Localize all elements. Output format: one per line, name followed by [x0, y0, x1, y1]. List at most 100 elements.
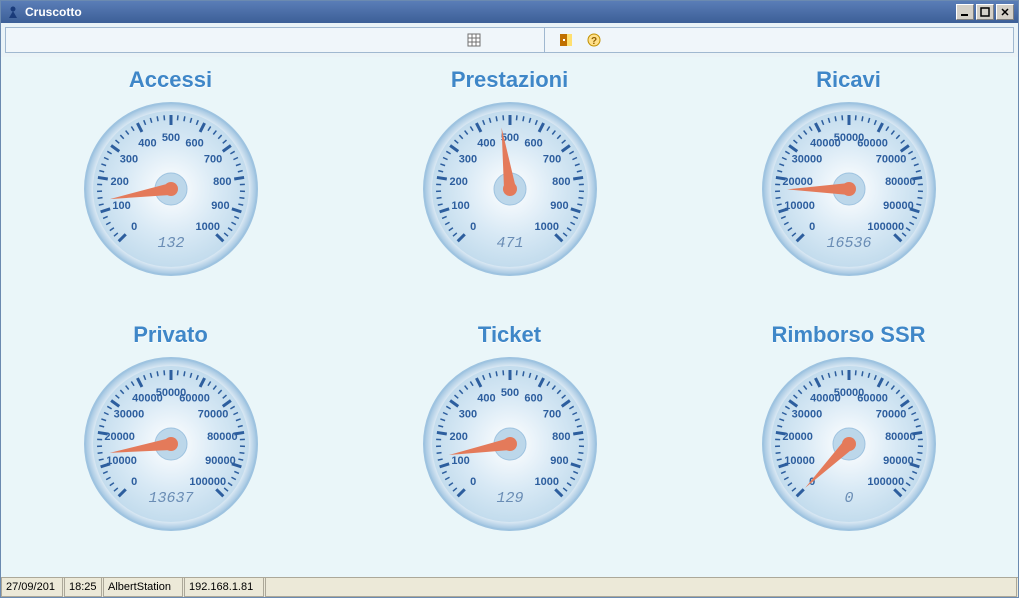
svg-text:700: 700 — [542, 153, 560, 165]
svg-text:400: 400 — [477, 393, 495, 405]
svg-text:100000: 100000 — [189, 476, 226, 488]
svg-text:100000: 100000 — [867, 476, 904, 488]
gauge-title: Rimborso SSR — [771, 322, 925, 348]
svg-text:20000: 20000 — [104, 431, 135, 443]
gauge-dial: 01002003004005006007008009001000471 — [420, 99, 600, 279]
gauge-value: 471 — [496, 235, 523, 252]
svg-text:500: 500 — [500, 387, 518, 399]
close-button[interactable] — [996, 4, 1014, 20]
svg-text:90000: 90000 — [883, 455, 914, 467]
toolbar: ? — [5, 27, 1014, 53]
svg-text:0: 0 — [470, 476, 476, 488]
svg-text:900: 900 — [550, 455, 568, 467]
gauge-value: 13637 — [148, 490, 193, 507]
svg-text:800: 800 — [552, 176, 570, 188]
help-icon[interactable]: ? — [584, 30, 604, 50]
gauge-title: Ricavi — [816, 67, 881, 93]
gauge-dial: 0100002000030000400005000060000700008000… — [759, 354, 939, 534]
svg-text:0: 0 — [809, 221, 815, 233]
svg-text:0: 0 — [131, 221, 137, 233]
svg-text:80000: 80000 — [207, 431, 238, 443]
gauge-value: 132 — [157, 235, 184, 252]
gauge-dial: 0100002000030000400005000060000700008000… — [759, 99, 939, 279]
gauge-ricavi: Ricavi0100002000030000400005000060000700… — [699, 67, 998, 312]
svg-text:400: 400 — [138, 138, 156, 150]
svg-text:10000: 10000 — [784, 455, 815, 467]
status-host: AlbertStation — [103, 578, 183, 597]
svg-text:100: 100 — [451, 455, 469, 467]
svg-text:30000: 30000 — [791, 408, 822, 420]
toolbar-segment-1 — [405, 28, 545, 52]
gauge-privato: Privato010000200003000040000500006000070… — [21, 322, 320, 567]
svg-text:300: 300 — [119, 153, 137, 165]
svg-text:30000: 30000 — [113, 408, 144, 420]
svg-text:1000: 1000 — [534, 476, 558, 488]
svg-text:10000: 10000 — [784, 200, 815, 212]
svg-text:100: 100 — [112, 200, 130, 212]
svg-text:600: 600 — [524, 393, 542, 405]
grid-icon[interactable] — [464, 30, 484, 50]
svg-text:80000: 80000 — [885, 431, 916, 443]
app-window: Cruscotto — [0, 0, 1019, 598]
dashboard-grid: Accessi010020030040050060070080090010001… — [1, 57, 1018, 577]
statusbar: 27/09/201 18:25 AlbertStation 192.168.1.… — [1, 577, 1018, 597]
svg-text:400: 400 — [477, 138, 495, 150]
svg-text:?: ? — [590, 36, 596, 47]
toolbar-segment-2: ? — [545, 28, 615, 52]
svg-text:100: 100 — [451, 200, 469, 212]
svg-text:0: 0 — [131, 476, 137, 488]
status-spacer — [265, 578, 1017, 597]
svg-text:80000: 80000 — [885, 176, 916, 188]
svg-text:700: 700 — [203, 153, 221, 165]
gauge-value: 16536 — [826, 235, 871, 252]
svg-text:1000: 1000 — [195, 221, 219, 233]
status-time: 18:25 — [64, 578, 102, 597]
svg-text:0: 0 — [470, 221, 476, 233]
gauge-value: 0 — [844, 490, 853, 507]
gauge-title: Ticket — [478, 322, 541, 348]
svg-text:30000: 30000 — [791, 153, 822, 165]
svg-text:20000: 20000 — [782, 431, 813, 443]
svg-text:200: 200 — [110, 176, 128, 188]
svg-text:800: 800 — [213, 176, 231, 188]
titlebar: Cruscotto — [1, 1, 1018, 23]
window-buttons — [956, 4, 1014, 20]
svg-text:60000: 60000 — [857, 138, 888, 150]
svg-text:70000: 70000 — [875, 153, 906, 165]
gauge-title: Accessi — [129, 67, 212, 93]
gauge-dial: 0100002000030000400005000060000700008000… — [81, 354, 261, 534]
svg-text:900: 900 — [211, 200, 229, 212]
svg-text:60000: 60000 — [179, 393, 210, 405]
gauge-ticket: Ticket0100200300400500600700800900100012… — [360, 322, 659, 567]
svg-text:70000: 70000 — [875, 408, 906, 420]
gauge-title: Privato — [133, 322, 208, 348]
svg-text:10000: 10000 — [106, 455, 137, 467]
gauge-value: 129 — [496, 490, 523, 507]
svg-text:1000: 1000 — [534, 221, 558, 233]
gauge-prestazioni: Prestazioni01002003004005006007008009001… — [360, 67, 659, 312]
maximize-button[interactable] — [976, 4, 994, 20]
svg-text:100000: 100000 — [867, 221, 904, 233]
svg-text:20000: 20000 — [782, 176, 813, 188]
minimize-button[interactable] — [956, 4, 974, 20]
app-icon — [5, 4, 21, 20]
gauge-dial: 01002003004005006007008009001000132 — [81, 99, 261, 279]
svg-text:70000: 70000 — [197, 408, 228, 420]
svg-text:90000: 90000 — [883, 200, 914, 212]
svg-text:60000: 60000 — [857, 393, 888, 405]
svg-text:600: 600 — [524, 138, 542, 150]
status-date: 27/09/201 — [1, 578, 63, 597]
svg-text:900: 900 — [550, 200, 568, 212]
svg-text:90000: 90000 — [205, 455, 236, 467]
svg-text:500: 500 — [161, 132, 179, 144]
gauge-title: Prestazioni — [451, 67, 568, 93]
gauge-rimborso: Rimborso SSR0100002000030000400005000060… — [699, 322, 998, 567]
svg-text:800: 800 — [552, 431, 570, 443]
gauge-dial: 01002003004005006007008009001000129 — [420, 354, 600, 534]
svg-text:300: 300 — [458, 408, 476, 420]
svg-text:200: 200 — [449, 176, 467, 188]
svg-text:200: 200 — [449, 431, 467, 443]
toolbar-container: ? — [1, 23, 1018, 57]
exit-icon[interactable] — [556, 30, 576, 50]
status-ip: 192.168.1.81 — [184, 578, 264, 597]
